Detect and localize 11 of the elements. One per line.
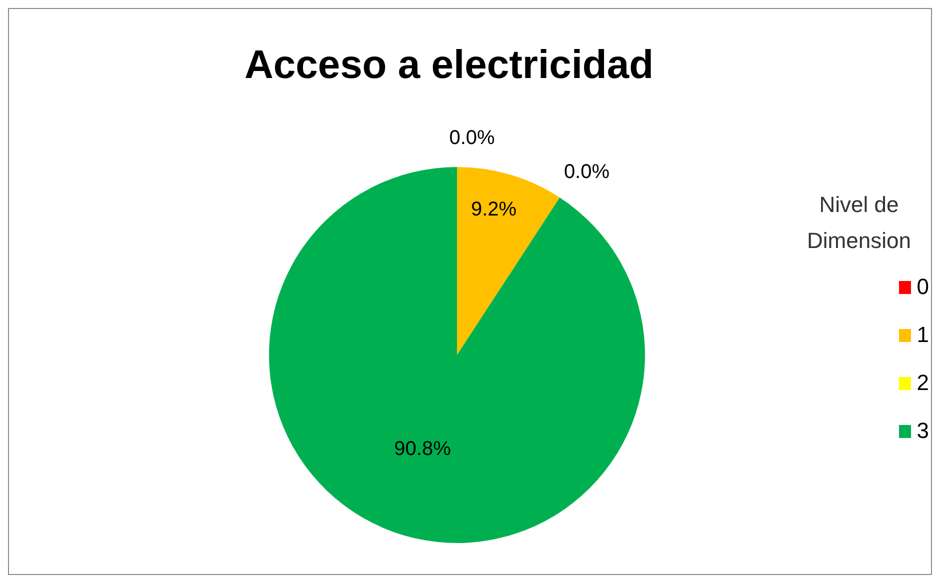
legend-label: 1: [916, 322, 929, 348]
legend-label: 0: [916, 274, 929, 300]
data-label: 9.2%: [471, 198, 517, 220]
pie-slice: [457, 167, 560, 355]
chart-title: Acceso a electricidad: [243, 43, 655, 88]
text: 0.0%: [449, 127, 495, 149]
legend-title: Nivel de Dimension: [806, 191, 912, 255]
data-label: 90.8%: [394, 438, 452, 460]
legend-label: 2: [916, 370, 929, 396]
legend-label: 3: [916, 418, 929, 444]
text: 0.0%: [564, 161, 610, 184]
